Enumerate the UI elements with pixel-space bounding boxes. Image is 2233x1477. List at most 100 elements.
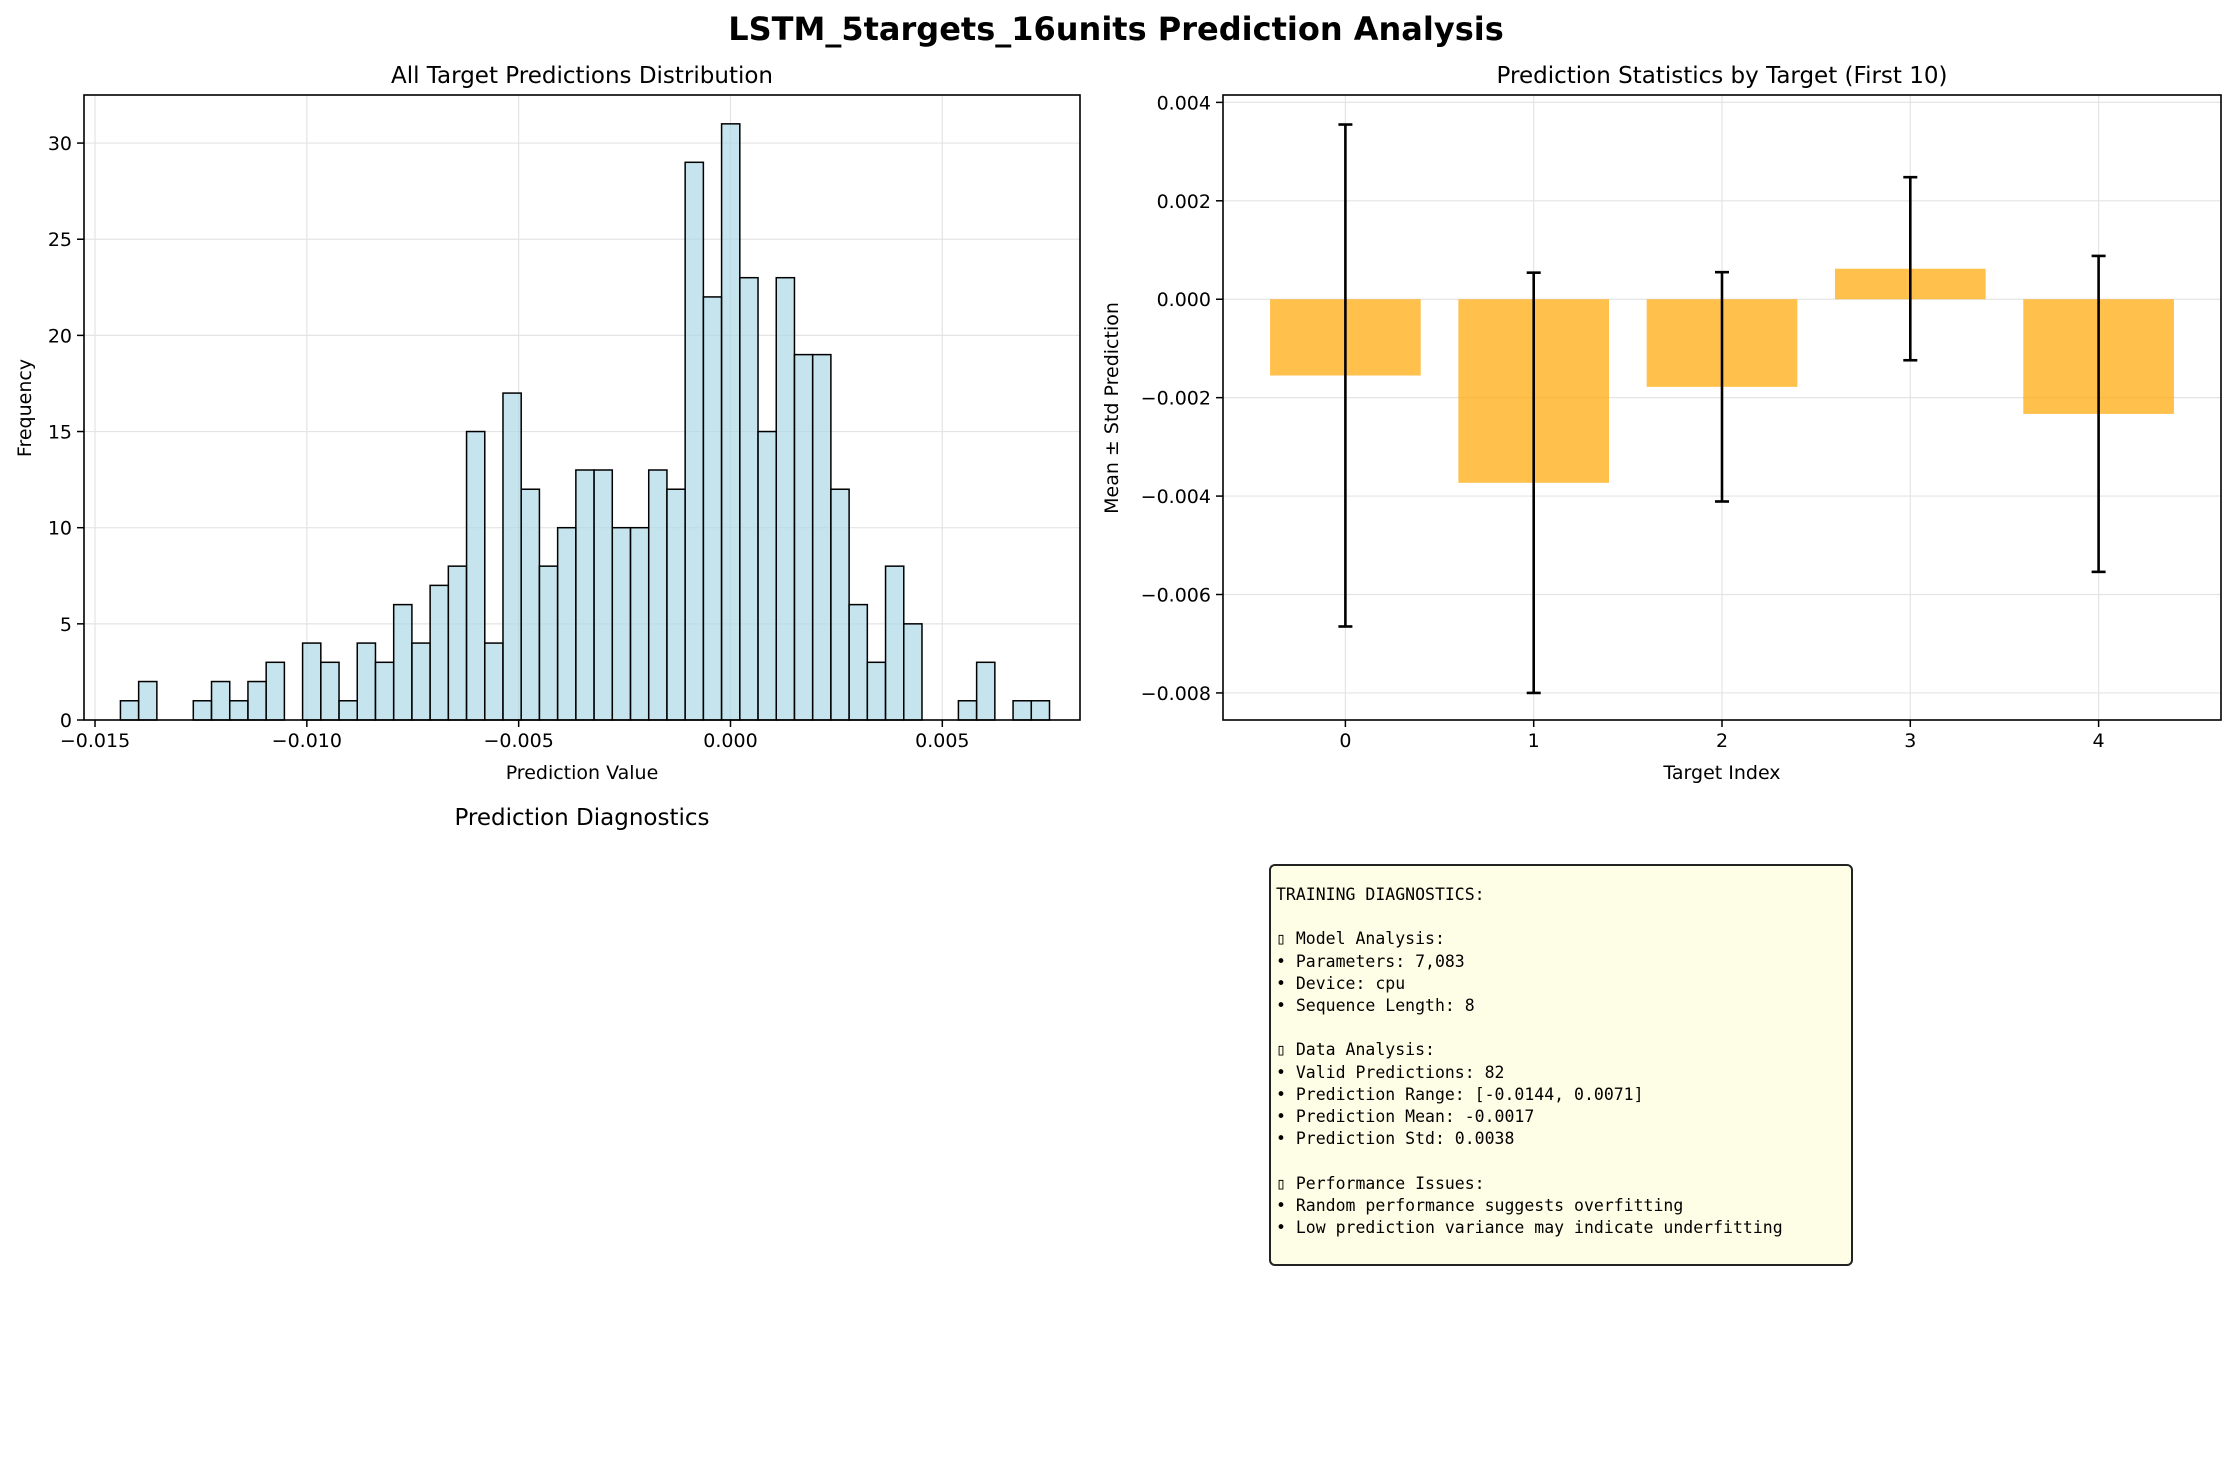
histogram-y-tick-label: 20 (48, 325, 72, 347)
diagnostics-line: ▯ Model Analysis: (1276, 929, 1445, 949)
histogram-bar (1012, 700, 1033, 721)
target-stats-y-tick-label: 0.000 (1157, 289, 1211, 311)
figure-title: LSTM_5targets_16units Prediction Analysi… (728, 10, 1504, 48)
diagnostics-line: • Prediction Range: [-0.0144, 0.0071] (1276, 1084, 1644, 1104)
target-stats-y-label: Mean ± Std Prediction (1101, 302, 1123, 514)
histogram-bar (465, 430, 486, 721)
histogram-panel: All Target Predictions Distribution −0.0… (14, 63, 1081, 784)
target-stats-title: Prediction Statistics by Target (First 1… (1497, 63, 1948, 89)
histogram-bar (520, 488, 541, 721)
diagnostics-line: ▯ Performance Issues: (1276, 1173, 1485, 1193)
diagnostics-line: • Parameters: 7,083 (1276, 951, 1465, 971)
histogram-bar (684, 161, 705, 721)
histogram-bar (338, 700, 359, 721)
histogram-bar (629, 526, 650, 721)
histogram-y-ticks: 0 5 10 15 20 25 30 (48, 133, 84, 732)
histogram-bar (502, 392, 522, 721)
histogram-bar (811, 353, 832, 721)
histogram-bar (611, 526, 632, 721)
histogram-bar (957, 700, 978, 721)
histogram-bar (447, 565, 468, 721)
histogram-bar (739, 276, 759, 721)
histogram-bar (320, 661, 340, 721)
histogram-bar (429, 584, 450, 721)
histogram-bar (830, 488, 850, 721)
histogram-bar (975, 661, 996, 721)
target-stats-y-tick-label: 0.002 (1157, 191, 1211, 213)
target-stats-error-bar (1526, 271, 1541, 695)
histogram-bar (484, 642, 504, 721)
diagnostics-line (1276, 1017, 1845, 1039)
histogram-y-tick-label: 10 (48, 518, 72, 540)
target-stats-x-tick-label: 1 (1528, 730, 1540, 752)
diagnostics-line: • Prediction Std: 0.0038 (1276, 1129, 1515, 1149)
histogram-bar (702, 296, 723, 721)
histogram-x-label: Prediction Value (506, 762, 659, 784)
histogram-bar (1030, 700, 1051, 721)
histogram-bar (411, 642, 431, 721)
histogram-y-tick-label: 15 (48, 422, 72, 444)
histogram-bar (720, 123, 741, 721)
diagnostics-line: • Prediction Mean: -0.0017 (1276, 1107, 1535, 1127)
histogram-x-tick-label: −0.005 (484, 730, 554, 752)
target-stats-x-ticks: 0 1 2 3 4 (1339, 720, 2105, 752)
histogram-x-tick-label: 0.000 (703, 730, 757, 752)
diagnostics-line: • Low prediction variance may indicate u… (1276, 1218, 1783, 1238)
histogram-bar (866, 661, 887, 721)
target-stats-y-tick-label: −0.008 (1141, 683, 1211, 705)
histogram-bar (137, 680, 158, 721)
histogram-bar (538, 565, 559, 721)
histogram-axes-frame (83, 94, 1081, 721)
target-stats-x-tick-label: 4 (2093, 730, 2105, 752)
histogram-bar (228, 700, 249, 721)
target-stats-y-tick-label: −0.004 (1141, 486, 1211, 508)
histogram-bar (119, 700, 140, 721)
target-stats-x-tick-label: 3 (1904, 730, 1916, 752)
histogram-bar (210, 680, 231, 721)
target-stats-error-bar (2091, 254, 2106, 574)
diagnostics-panel-title: Prediction Diagnostics (454, 805, 709, 831)
histogram-bar (775, 276, 796, 721)
histogram-x-ticks: −0.015 −0.010 −0.005 0.000 0.005 (60, 720, 970, 752)
histogram-bar (247, 680, 267, 721)
histogram-x-tick-label: −0.010 (272, 730, 342, 752)
diagnostics-line: • Valid Predictions: 82 (1276, 1062, 1505, 1082)
target-stats-x-tick-label: 0 (1339, 730, 1351, 752)
histogram-x-tick-label: −0.015 (60, 730, 130, 752)
histogram-bar (356, 642, 377, 721)
target-stats-x-label: Target Index (1662, 762, 1780, 784)
diagnostics-line: • Random performance suggests overfittin… (1276, 1195, 1684, 1215)
histogram-bar (666, 488, 686, 721)
target-stats-error-bar (1903, 175, 1918, 362)
histogram-title: All Target Predictions Distribution (391, 63, 773, 89)
target-stats-x-tick-label: 2 (1716, 730, 1728, 752)
histogram-bar (757, 430, 777, 721)
training-diagnostics-text: TRAINING DIAGNOSTICS: ▯ Model Analysis: •… (1276, 884, 1845, 1239)
target-stats-y-tick-label: −0.002 (1141, 388, 1211, 410)
histogram-bar (301, 642, 322, 721)
histogram-x-tick-label: 0.005 (915, 730, 969, 752)
diagnostics-line (1276, 906, 1845, 928)
histogram-bar (392, 603, 413, 721)
target-stats-y-ticks: 0.004 0.002 0.000 −0.002 −0.004 −0.006 −0.008 (1141, 92, 1223, 705)
target-stats-y-tick-label: −0.006 (1141, 585, 1211, 607)
histogram-bar (793, 353, 814, 721)
target-stats-error-bar (1338, 123, 1353, 628)
diagnostics-line: • Sequence Length: 8 (1276, 996, 1475, 1016)
histogram-bar (265, 661, 286, 721)
target-stats-error-bars (1338, 123, 2106, 695)
diagnostics-line: • Device: cpu (1276, 973, 1406, 993)
histogram-bar (593, 469, 614, 721)
histogram-y-tick-label: 5 (60, 614, 72, 636)
histogram-bar (575, 469, 595, 721)
histogram-bar (647, 469, 668, 721)
histogram-bar (848, 603, 869, 721)
target-stats-y-tick-label: 0.004 (1157, 92, 1211, 114)
histogram-bars (119, 123, 1051, 721)
diagnostics-line (1276, 1150, 1845, 1172)
diagnostics-line: TRAINING DIAGNOSTICS: (1276, 885, 1485, 904)
histogram-bar (556, 526, 577, 721)
target-stats-panel: Prediction Statistics by Target (First 1… (1101, 63, 2222, 784)
histogram-bar (903, 623, 923, 721)
